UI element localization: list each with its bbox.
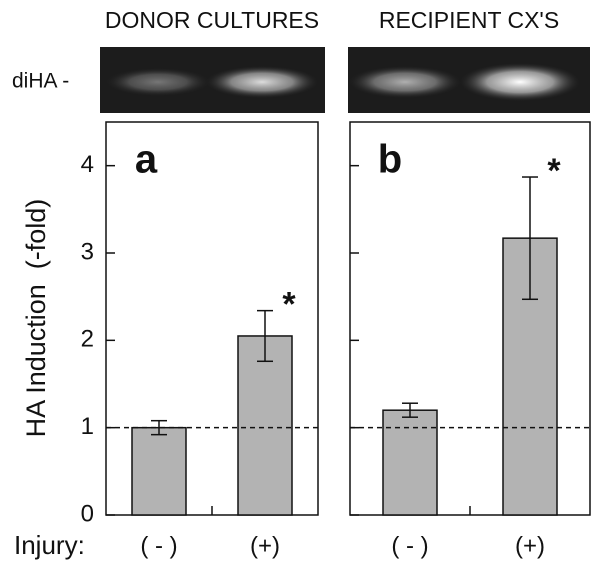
y-tick-label: 4: [81, 151, 94, 178]
x-tick-label: ( - ): [391, 532, 428, 559]
error-bar: [257, 309, 273, 363]
panel-title: RECIPIENT CX'S: [379, 7, 559, 33]
panel-letter: a: [135, 138, 158, 182]
error-bar: [151, 419, 167, 436]
y-tick-label: 2: [81, 326, 94, 353]
significance-mark: *: [282, 286, 296, 324]
bar: [131, 426, 187, 516]
bar: [382, 409, 438, 516]
x-tick-label: (+): [250, 532, 280, 559]
y-tick-label: 0: [81, 500, 94, 527]
y-tick-label: 1: [81, 413, 94, 440]
gel-b: [348, 47, 590, 113]
gel-label: diHA -: [12, 70, 69, 93]
bar: [237, 335, 293, 516]
error-bar: [522, 176, 538, 301]
panel-title: DONOR CULTURES: [105, 7, 319, 33]
error-bar: [402, 402, 418, 418]
y-axis-label: HA Induction (-fold): [21, 199, 51, 438]
x-tick-label: (+): [515, 532, 545, 559]
x-tick-label: ( - ): [140, 532, 177, 559]
y-tick-label: 3: [81, 238, 94, 265]
x-axis-label: Injury:: [14, 530, 85, 560]
significance-mark: *: [547, 152, 561, 190]
panel-letter: b: [378, 138, 402, 182]
gel-a: [100, 47, 325, 113]
